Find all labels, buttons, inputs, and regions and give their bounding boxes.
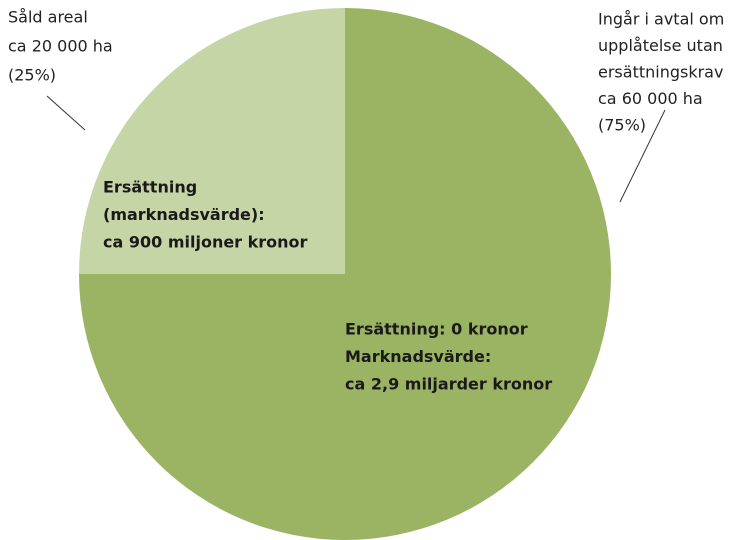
annotation: ca 2,9 miljarder kronor — [345, 375, 552, 394]
annotation: (marknadsvärde): — [103, 205, 265, 224]
slice-label: ersättningskrav — [598, 63, 723, 82]
pie-slice — [79, 8, 611, 540]
slice-label: upplåtelse utan — [598, 36, 723, 55]
slice-label: ca 20 000 ha — [8, 37, 113, 56]
slice-label: ca 60 000 ha — [598, 89, 703, 108]
annotation: Ersättning: 0 kronor — [345, 320, 528, 339]
annotation: ca 900 miljoner kronor — [103, 233, 308, 252]
annotation: Marknadsvärde: — [345, 347, 491, 366]
leader-line — [46, 95, 86, 131]
slice-label: Såld areal — [8, 8, 88, 27]
leader-line — [619, 109, 666, 203]
annotation: Ersättning — [103, 178, 197, 197]
value-label: (25%) — [8, 66, 56, 85]
pie-slice — [79, 8, 345, 274]
value-label: (75%) — [598, 116, 646, 135]
slice-label: Ingår i avtal om — [598, 10, 724, 29]
